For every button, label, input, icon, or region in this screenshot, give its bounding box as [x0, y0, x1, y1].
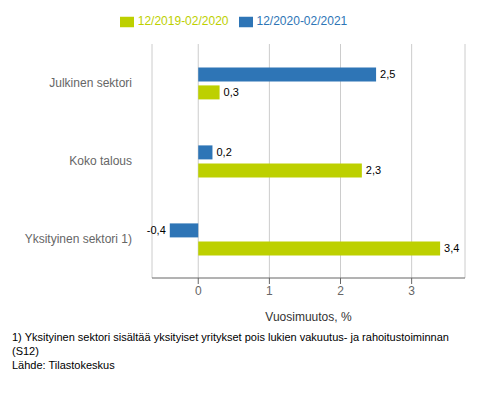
html-text:12/2020-02/2021: 12/2020-02/2021: [256, 14, 348, 28]
html-text:Lähde: Tilastokeskus: Lähde: Tilastokeskus: [12, 359, 115, 371]
svg-text:2,3: 2,3: [366, 164, 381, 176]
svg-text:0: 0: [195, 284, 202, 298]
svg-text:Yksityinen sektori 1): Yksityinen sektori 1): [25, 232, 132, 246]
svg-text:1: 1: [266, 284, 273, 298]
html-text:12/2019-02/2020: 12/2019-02/2020: [137, 14, 229, 28]
svg-text:Julkinen sektori: Julkinen sektori: [49, 76, 132, 90]
svg-text:Vuosimuutos, %: Vuosimuutos, %: [265, 310, 352, 324]
svg-text:Koko talous: Koko talous: [69, 154, 132, 168]
svg-text:0,3: 0,3: [224, 86, 239, 98]
svg-text:2,5: 2,5: [380, 68, 395, 80]
svg-text:3: 3: [408, 284, 415, 298]
svg-text:-0,4: -0,4: [147, 224, 166, 236]
html-text:(S12): (S12): [12, 345, 39, 357]
svg-text:0,2: 0,2: [216, 146, 231, 158]
svg-text:3,4: 3,4: [444, 242, 459, 254]
html-text:1) Yksityinen sektori sisältää: 1) Yksityinen sektori sisältää yksityise…: [12, 331, 449, 343]
svg-text:2: 2: [337, 284, 344, 298]
